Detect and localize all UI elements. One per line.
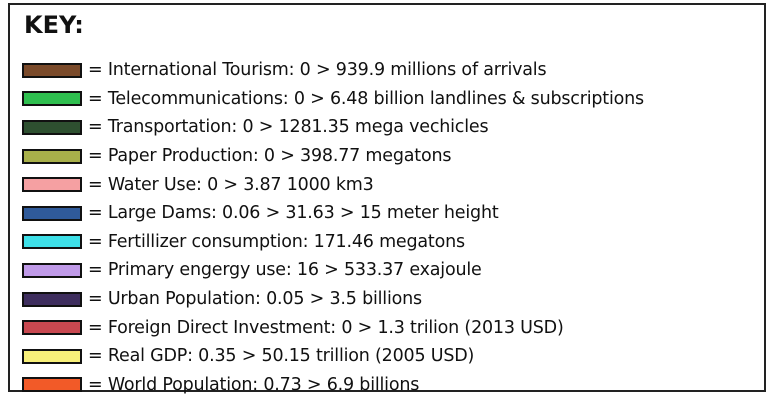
key-label: = Urban Population: 0.05 > 3.5 billions <box>88 289 422 310</box>
key-item: = Fertillizer consumption: 171.46 megato… <box>22 228 644 257</box>
key-title: KEY: <box>24 11 84 39</box>
color-swatch <box>22 320 82 336</box>
color-swatch <box>22 148 82 164</box>
key-item: = World Population: 0.73 > 6.9 billions <box>22 371 644 400</box>
key-item: = Paper Production: 0 > 398.77 megatons <box>22 142 644 171</box>
key-item: = Water Use: 0 > 3.87 1000 km3 <box>22 170 644 199</box>
key-item: = International Tourism: 0 > 939.9 milli… <box>22 56 644 85</box>
key-box: KEY: = International Tourism: 0 > 939.9 … <box>8 3 766 395</box>
color-swatch <box>22 119 82 135</box>
key-label: = Transportation: 0 > 1281.35 mega vechi… <box>88 117 489 138</box>
key-label: = Paper Production: 0 > 398.77 megatons <box>88 146 452 167</box>
key-label: = Water Use: 0 > 3.87 1000 km3 <box>88 174 374 195</box>
key-item: = Urban Population: 0.05 > 3.5 billions <box>22 285 644 314</box>
key-label: = Foreign Direct Investment: 0 > 1.3 tri… <box>88 317 564 338</box>
color-swatch <box>22 291 82 307</box>
key-item: = Transportation: 0 > 1281.35 mega vechi… <box>22 113 644 142</box>
key-label: = Real GDP: 0.35 > 50.15 trillion (2005 … <box>88 346 475 367</box>
color-swatch <box>22 177 82 193</box>
color-swatch <box>22 91 82 107</box>
key-label: = International Tourism: 0 > 939.9 milli… <box>88 60 547 81</box>
key-label: = Fertillizer consumption: 171.46 megato… <box>88 231 465 252</box>
key-item: = Foreign Direct Investment: 0 > 1.3 tri… <box>22 313 644 342</box>
key-item: = Telecommunications: 0 > 6.48 billion l… <box>22 85 644 114</box>
color-swatch <box>22 205 82 221</box>
key-label: = Primary engergy use: 16 > 533.37 exajo… <box>88 260 482 281</box>
key-label: = Large Dams: 0.06 > 31.63 > 15 meter he… <box>88 203 499 224</box>
key-item: = Real GDP: 0.35 > 50.15 trillion (2005 … <box>22 342 644 371</box>
key-item: = Primary engergy use: 16 > 533.37 exajo… <box>22 256 644 285</box>
color-swatch <box>22 377 82 393</box>
color-swatch <box>22 234 82 250</box>
key-label: = Telecommunications: 0 > 6.48 billion l… <box>88 88 644 109</box>
color-swatch <box>22 348 82 364</box>
color-swatch <box>22 262 82 278</box>
color-swatch <box>22 62 82 78</box>
key-items: = International Tourism: 0 > 939.9 milli… <box>22 56 644 399</box>
key-label: = World Population: 0.73 > 6.9 billions <box>88 374 420 395</box>
key-item: = Large Dams: 0.06 > 31.63 > 15 meter he… <box>22 199 644 228</box>
